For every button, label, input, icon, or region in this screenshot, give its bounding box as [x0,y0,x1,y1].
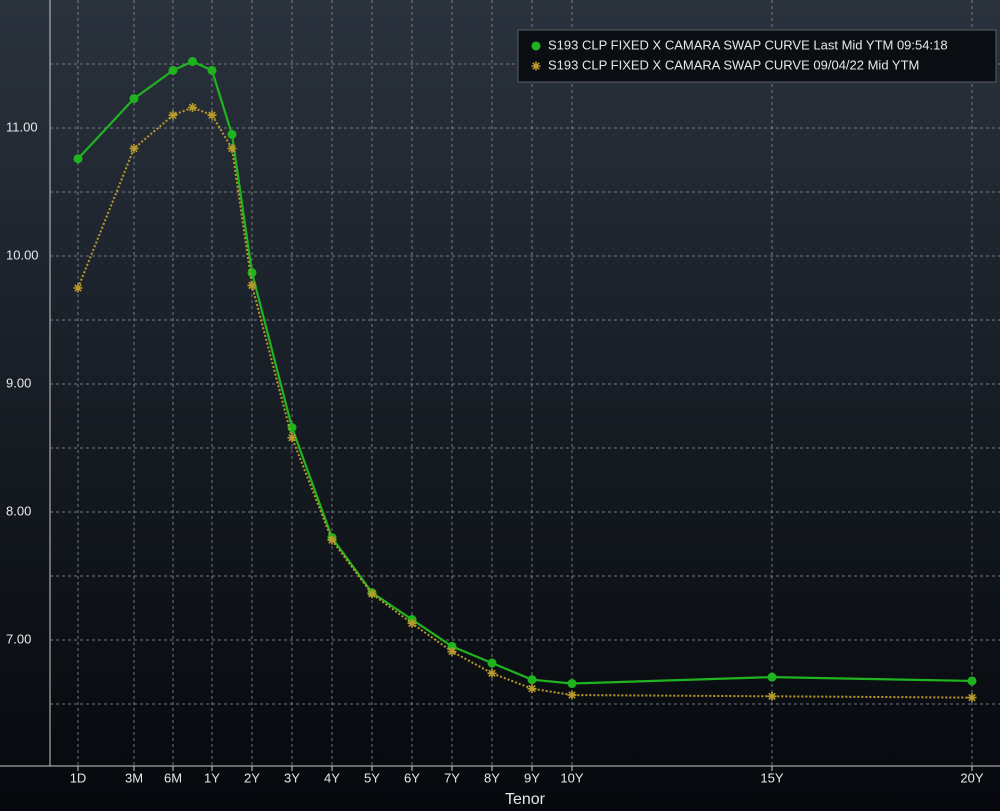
point [207,110,217,120]
point [168,65,178,75]
y-tick-label: 7.00 [6,631,31,646]
point [168,110,178,120]
x-tick-label: 1D [70,770,87,785]
x-tick-label: 10Y [560,770,583,785]
point [73,283,83,293]
x-axis-title: Tenor [505,791,546,808]
point [207,65,217,75]
x-tick-label: 6M [164,770,182,785]
point [407,618,417,628]
point [367,589,377,599]
grid: 7.00 8.00 9.00 10.00 11.00 1D 3M 6M 1Y 2Y 3Y 4Y 5Y 6Y… [6,0,1000,785]
legend-marker [531,61,541,71]
point [567,679,577,689]
x-tick-label: 4Y [324,770,340,785]
x-tick-label: 9Y [524,770,540,785]
x-tick-label: 8Y [484,770,500,785]
point [527,684,537,694]
point [287,433,297,443]
y-tick-label: 10.00 [6,247,39,262]
y-tick-label: 9.00 [6,375,31,390]
point [247,280,257,290]
point [527,675,537,685]
legend: S193 CLP FIXED X CAMARA SWAP CURVE Last … [517,29,997,83]
point [73,154,83,164]
series [73,56,977,703]
point [129,143,139,153]
point [487,658,497,668]
legend-box [517,29,997,83]
point [767,672,777,682]
x-tick-label: 1Y [204,770,220,785]
x-tick-label: 2Y [244,770,260,785]
point [227,143,237,153]
point [227,129,237,139]
point [327,535,337,545]
point [447,647,457,657]
x-tick-label: 7Y [444,770,460,785]
legend-label: S193 CLP FIXED X CAMARA SWAP CURVE Last … [548,37,948,52]
y-tick-label: 11.00 [6,119,38,134]
x-tick-label: 5Y [364,770,380,785]
point [188,56,197,66]
legend-label: S193 CLP FIXED X CAMARA SWAP CURVE 09/04… [548,57,919,72]
point [567,690,577,700]
point [767,691,777,701]
x-tick-label: 3Y [284,770,300,785]
point [129,94,139,104]
x-tick-label: 20Y [960,770,983,785]
legend-marker [531,41,541,51]
x-tick-label: 6Y [404,770,420,785]
y-tick-label: 8.00 [6,503,31,518]
point [967,676,977,686]
point [188,103,197,113]
point [967,693,977,703]
point [487,668,497,678]
x-tick-label: 3M [125,770,143,785]
x-tick-label: 15Y [760,770,783,785]
